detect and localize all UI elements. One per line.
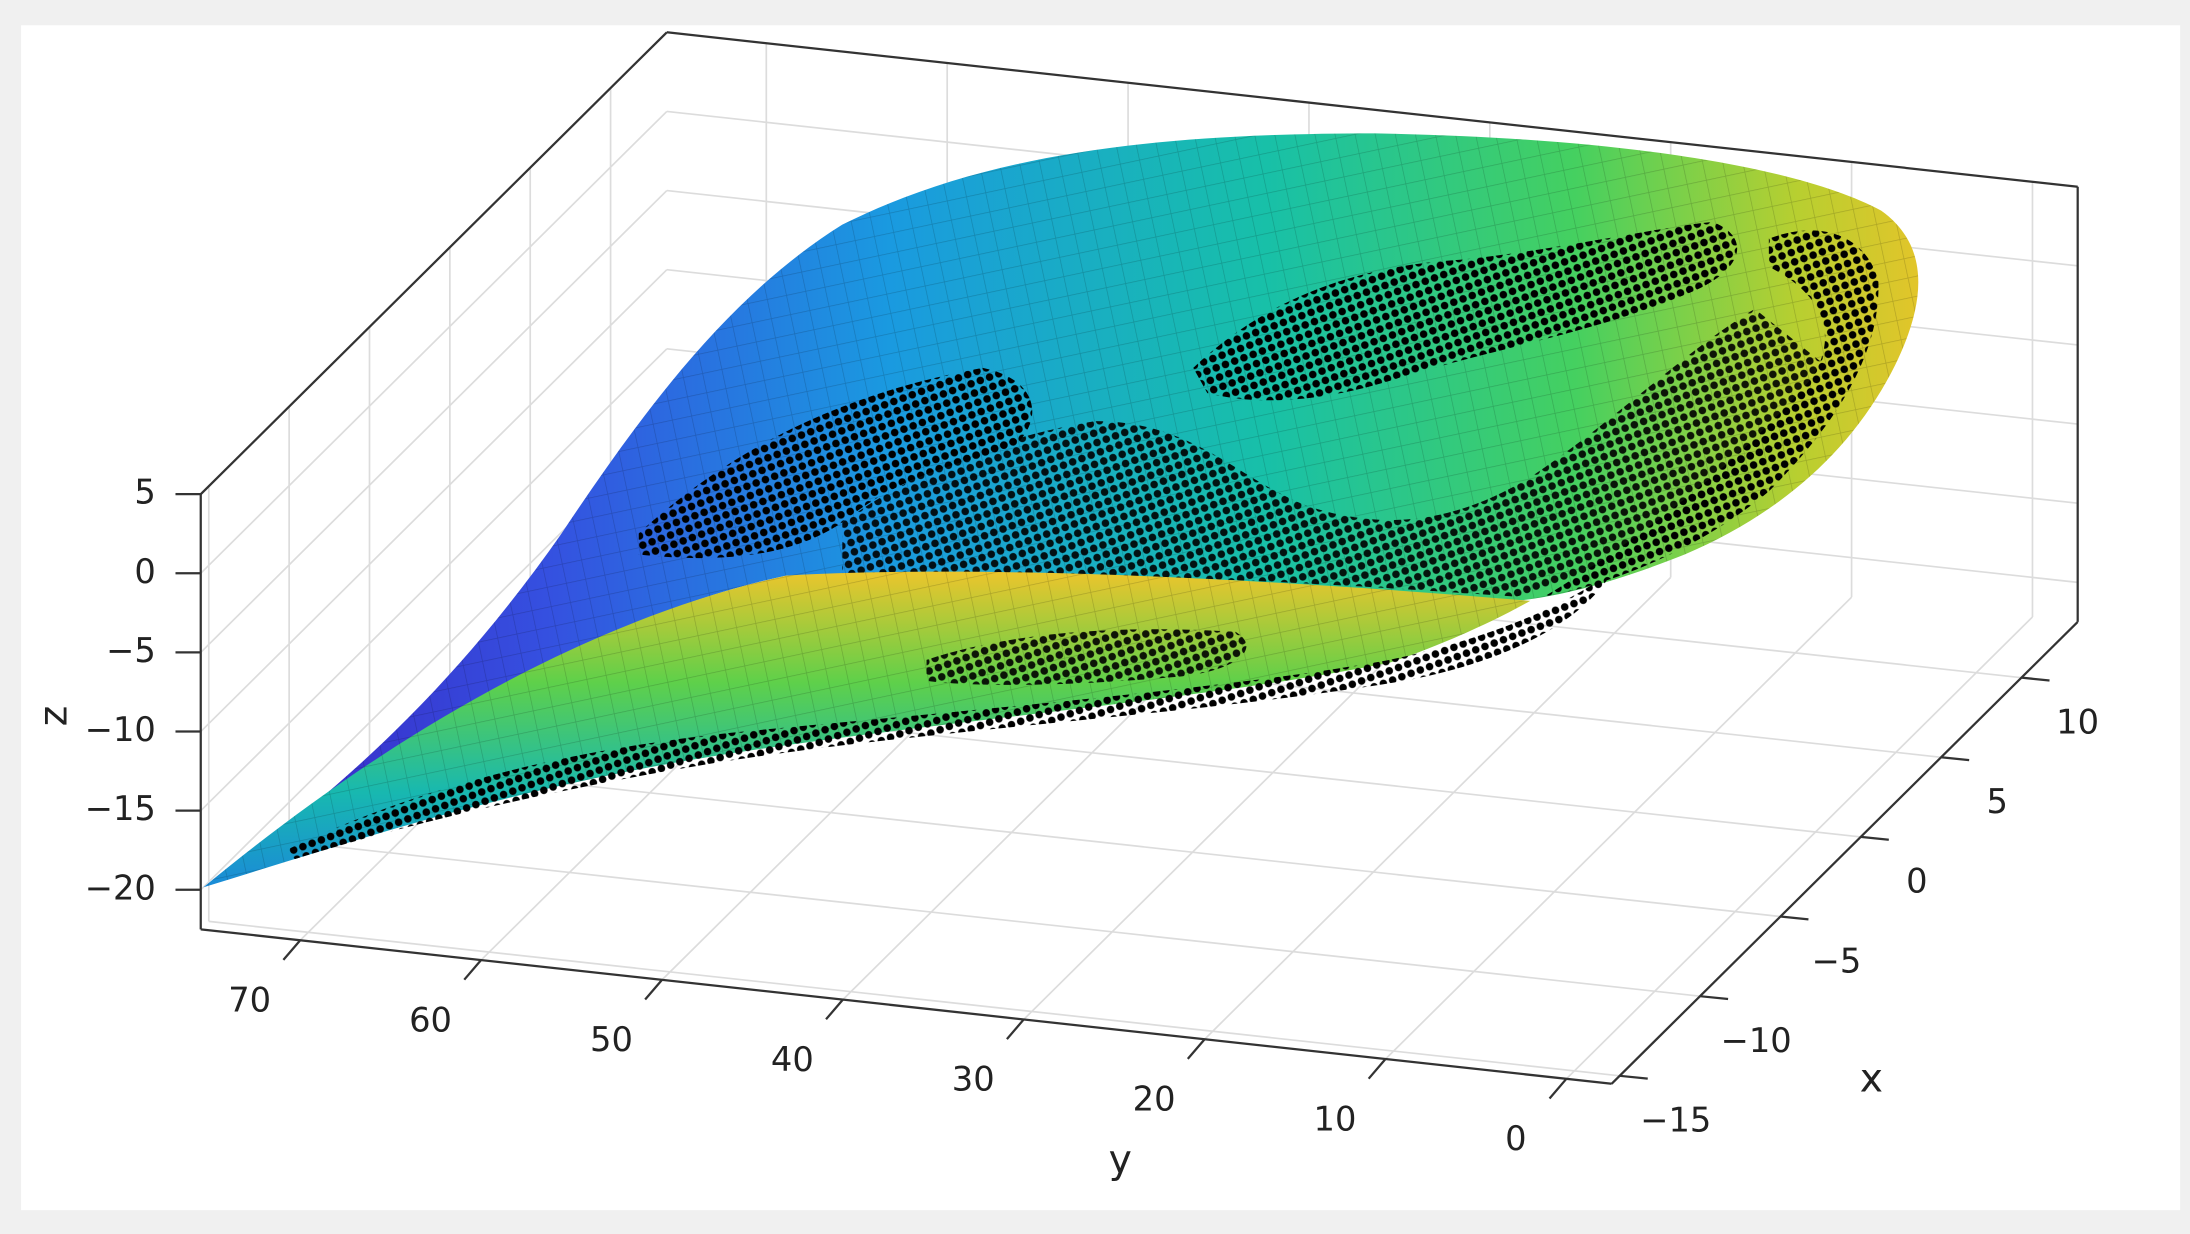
x-tick	[1940, 756, 1970, 762]
axis-line	[199, 31, 668, 495]
point-cloud-front	[287, 568, 1615, 860]
z-tick-label: 0	[134, 552, 155, 591]
axis-line	[200, 928, 1612, 1085]
z-tick-label: −10	[85, 710, 156, 749]
x-tick	[2021, 676, 2050, 682]
surface	[203, 133, 1919, 888]
y-tick-label: 70	[228, 981, 271, 1020]
y-axis-label: y	[1109, 1138, 1132, 1183]
axis-line	[1610, 621, 2079, 1085]
grid-line	[200, 348, 668, 812]
point-cloud-upper	[638, 367, 1033, 559]
z-axis-label: z	[32, 706, 77, 727]
x-tick-label: −5	[1812, 941, 1862, 980]
x-tick-label: 0	[1906, 862, 1927, 901]
x-tick	[1860, 835, 1889, 841]
grid-line	[200, 269, 668, 733]
grid-line	[1565, 616, 2034, 1080]
y-tick	[282, 939, 302, 961]
point-cloud-edge	[1544, 230, 1879, 597]
grid-line	[369, 761, 1781, 918]
y-tick-label: 60	[409, 1000, 452, 1039]
y-tick	[1367, 1058, 1387, 1080]
y-tick-label: 40	[771, 1040, 814, 1079]
x-tick-label: 10	[2056, 702, 2099, 741]
y-tick-label: 30	[952, 1060, 995, 1099]
x-tick-label: −15	[1640, 1101, 1711, 1140]
y-tick-label: 20	[1133, 1080, 1176, 1119]
x-tick	[1780, 915, 1809, 921]
z-tick-label: −15	[85, 789, 156, 828]
y-tick	[1006, 1018, 1025, 1040]
x-tick-label: −10	[1721, 1021, 1792, 1060]
y-tick-label: 50	[590, 1020, 633, 1059]
axis-line	[666, 31, 2078, 188]
grid-line	[1384, 596, 1853, 1060]
axes: 0 10 20 30 40 50 60 70 −15 −10 −5 0 5 10 −20 −15 −10 −5 0 5	[85, 31, 2099, 1158]
grid-line	[1204, 576, 1672, 1040]
point-cloud-lower	[926, 629, 1247, 685]
z-tick-label: 5	[134, 473, 155, 512]
y-tick	[825, 998, 844, 1021]
grid-line	[208, 920, 1620, 1077]
x-tick-label: 5	[1987, 782, 2008, 821]
grid-line	[200, 110, 668, 574]
grid-line	[289, 840, 1701, 998]
y-tick-label: 10	[1314, 1099, 1357, 1138]
x-tick	[1619, 1074, 1648, 1080]
y-tick	[463, 959, 482, 981]
point-cloud-ridge	[1193, 221, 1738, 401]
grid-line	[200, 189, 668, 654]
z-tick-label: −20	[85, 868, 156, 907]
y-tick-label: 0	[1505, 1119, 1526, 1158]
point-cloud-middle	[842, 308, 1825, 597]
y-tick	[1548, 1078, 1568, 1100]
x-tick	[1699, 995, 1729, 1001]
x-axis-label: x	[1860, 1056, 1883, 1101]
z-tick-label: −5	[106, 631, 156, 670]
y-tick	[644, 979, 663, 1001]
y-tick	[1186, 1038, 1206, 1060]
